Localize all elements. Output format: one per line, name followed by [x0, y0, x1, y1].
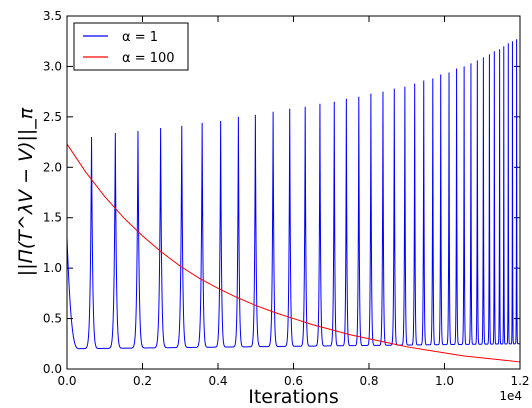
legend-box [73, 22, 189, 71]
x-tick-label: 0.0 [57, 374, 76, 388]
series-line-alpha-1 [66, 39, 521, 350]
y-tick-label: 2.0 [43, 160, 62, 174]
y-tick-label: 0.0 [43, 362, 62, 376]
x-multiplier-label: 1e4 [499, 389, 522, 403]
plot-frame [66, 15, 521, 370]
y-tick-label: 1.5 [43, 211, 62, 225]
series-layer [66, 39, 521, 363]
y-tick-label: 2.5 [43, 110, 62, 124]
y-tick-label: 1.0 [43, 261, 62, 275]
legend: α = 1 α = 100 [73, 22, 189, 71]
x-tick-label: 1.2 [510, 374, 529, 388]
y-tick-label: 3.0 [43, 59, 62, 73]
y-axis-title: ||Π(T^λV − V)||_π [15, 107, 37, 276]
x-tick-label: 0.8 [359, 374, 378, 388]
x-axis-title: Iterations [248, 386, 339, 408]
y-tick-label: 3.5 [43, 9, 62, 23]
legend-label-alpha-1: α = 1 [122, 30, 158, 45]
series-line-alpha-100 [66, 143, 521, 363]
x-tick-label: 0.4 [208, 374, 227, 388]
y-tick-label: 0.5 [43, 312, 62, 326]
x-tick-label: 0.6 [284, 374, 303, 388]
x-tick-label: 1.0 [435, 374, 454, 388]
legend-label-alpha-100: α = 100 [122, 51, 175, 66]
x-tick-label: 0.2 [133, 374, 152, 388]
